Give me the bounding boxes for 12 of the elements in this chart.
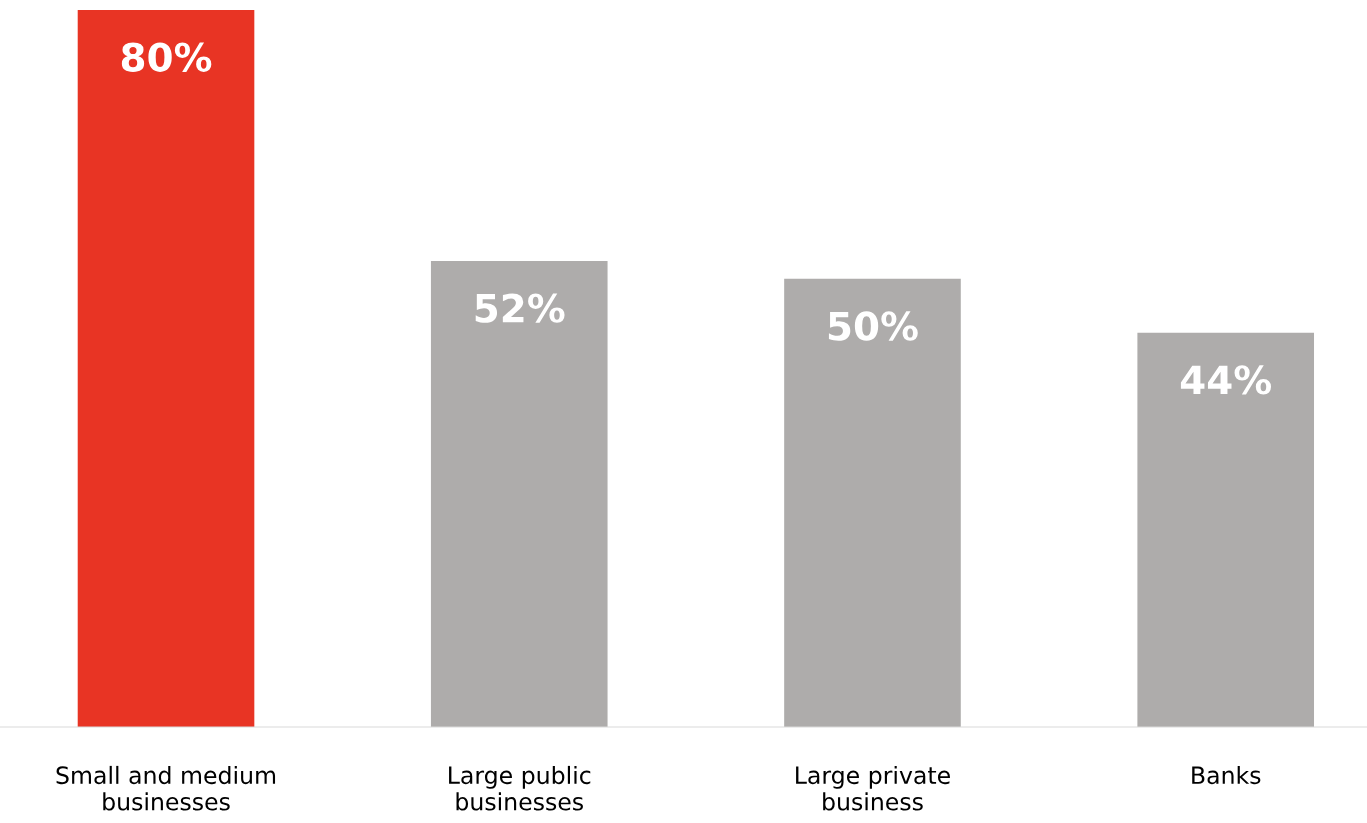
x-tick-label: Large public businesses xyxy=(449,765,591,811)
x-tick-label: Large private business xyxy=(796,765,950,811)
bar xyxy=(784,278,961,727)
x-tick-label: Banks xyxy=(1192,765,1261,785)
bar xyxy=(1137,332,1315,727)
data-label: 52% xyxy=(475,293,565,323)
data-label: 44% xyxy=(1180,365,1272,395)
bar xyxy=(430,260,608,727)
data-label: 80% xyxy=(121,42,212,72)
x-tick-label: Small and medium businesses xyxy=(56,765,276,811)
data-label: 50% xyxy=(828,311,918,341)
bar xyxy=(77,10,255,727)
